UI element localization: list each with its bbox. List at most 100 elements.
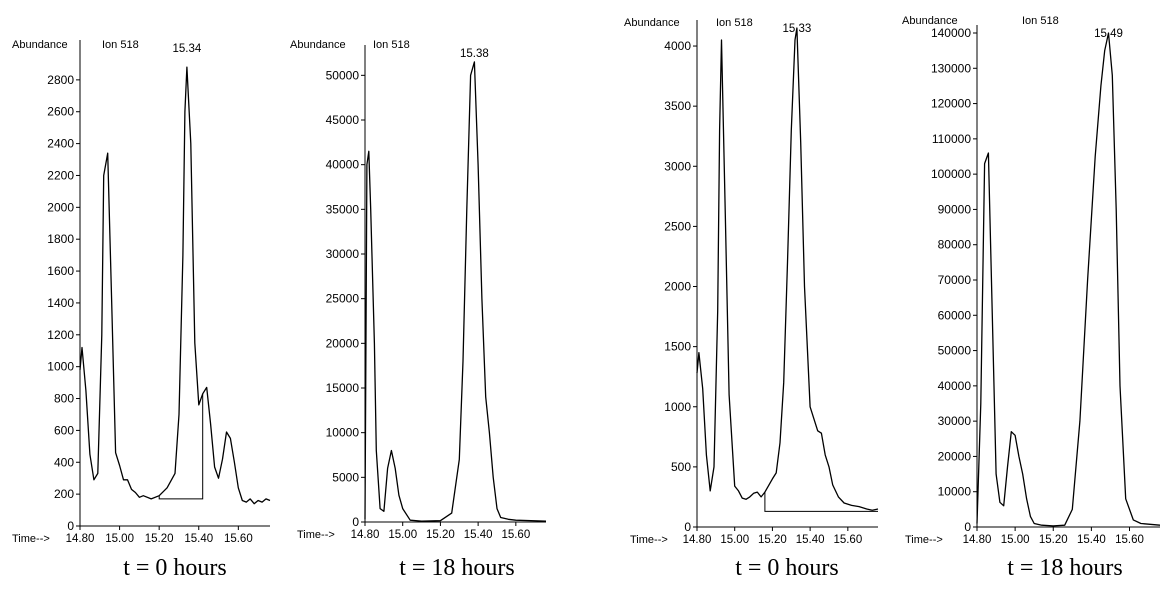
chart-panel-1: 0 200 400 600 800 1000 1200 1400 1600 1800 2000 220…: [12, 39, 271, 581]
y-tick-label: 10000: [326, 426, 360, 440]
y-tick-label: 30000: [326, 247, 360, 261]
x-tick-label: 15.00: [720, 534, 749, 546]
y-tick-label: 20000: [938, 449, 972, 463]
integration-baseline: [764, 492, 878, 512]
x-tick-label: 14.80: [963, 534, 992, 546]
x-tick-label: 15.40: [1077, 534, 1106, 546]
y-tick-label: 2800: [47, 73, 74, 87]
x-tick-label: 14.80: [683, 534, 712, 546]
y-tick-label: 80000: [938, 238, 972, 252]
ion-label: Ion 518: [102, 39, 139, 51]
y-tick-label: 400: [54, 455, 74, 469]
y-tick-label: 90000: [938, 202, 972, 216]
y-tick-label: 35000: [326, 202, 360, 216]
y-tick-label: 200: [54, 487, 74, 501]
chromatogram-trace: [976, 32, 1160, 527]
y-tick-label: 0: [964, 520, 971, 534]
y-tick-label: 0: [684, 520, 691, 534]
x-tick-label: 15.40: [464, 529, 493, 541]
y-tick-label: 50000: [326, 68, 360, 82]
time-label: Time-->: [630, 534, 668, 546]
x-tick-label: 14.80: [66, 533, 95, 545]
chromatogram-trace: [79, 66, 271, 505]
x-tick-label: 15.60: [501, 529, 530, 541]
time-label: Time-->: [12, 533, 50, 545]
y-tick-label: 1600: [47, 264, 74, 278]
x-tick-label: 15.20: [426, 529, 455, 541]
chromatogram-trace: [696, 27, 879, 511]
y-tick-label: 800: [54, 392, 74, 406]
y-tick-label: 15000: [326, 381, 360, 395]
peak-retention-label: 15.33: [783, 23, 812, 35]
y-tick-label: 1000: [664, 400, 691, 414]
panel-caption: t = 18 hours: [1007, 555, 1123, 581]
y-tick-label: 20000: [326, 336, 360, 350]
x-tick-label: 15.00: [105, 533, 134, 545]
x-tick-label: 15.20: [1039, 534, 1068, 546]
ion-label: Ion 518: [373, 39, 410, 51]
y-tick-label: 1800: [47, 232, 74, 246]
y-tick-label: 2500: [664, 219, 691, 233]
chart-panel-3: 0 500 1000 1500 2000 2500 3000 3500 4000 14.80 15.…: [624, 17, 879, 581]
x-tick-label: 15.40: [184, 533, 213, 545]
ion-label: Ion 518: [716, 17, 753, 29]
panel-caption: t = 0 hours: [123, 555, 227, 581]
y-tick-label: 100000: [931, 167, 971, 181]
y-tick-label: 1400: [47, 296, 74, 310]
peak-retention-label: 15.38: [460, 48, 489, 60]
y-tick-label: 2400: [47, 137, 74, 151]
time-label: Time-->: [905, 534, 943, 546]
abundance-label: Abundance: [290, 39, 346, 51]
y-tick-label: 1200: [47, 328, 74, 342]
y-tick-label: 4000: [664, 39, 691, 53]
x-tick-label: 15.00: [1001, 534, 1030, 546]
time-label: Time-->: [297, 529, 335, 541]
y-tick-label: 0: [352, 515, 359, 529]
peak-retention-label: 15.49: [1094, 28, 1123, 40]
y-tick-label: 1000: [47, 360, 74, 374]
y-tick-label: 500: [671, 460, 691, 474]
x-tick-label: 14.80: [351, 529, 380, 541]
abundance-label: Abundance: [902, 15, 958, 27]
panel-caption: t = 18 hours: [399, 555, 515, 581]
y-tick-label: 1500: [664, 340, 691, 354]
y-tick-label: 130000: [931, 61, 971, 75]
y-tick-label: 25000: [326, 292, 360, 306]
y-tick-label: 140000: [931, 26, 971, 40]
y-tick-label: 5000: [332, 470, 359, 484]
x-tick-label: 15.20: [758, 534, 787, 546]
y-tick-label: 2600: [47, 105, 74, 119]
y-tick-label: 600: [54, 423, 74, 437]
peak-retention-label: 15.34: [172, 43, 201, 55]
y-tick-label: 10000: [938, 485, 972, 499]
y-tick-label: 60000: [938, 308, 972, 322]
x-tick-label: 15.60: [833, 534, 862, 546]
y-tick-label: 70000: [938, 273, 972, 287]
x-tick-label: 15.40: [796, 534, 825, 546]
x-tick-label: 15.60: [1115, 534, 1144, 546]
y-tick-label: 30000: [938, 414, 972, 428]
y-tick-label: 2200: [47, 168, 74, 182]
chromatogram-trace: [364, 61, 547, 522]
y-tick-label: 3500: [664, 99, 691, 113]
y-tick-label: 2000: [664, 280, 691, 294]
y-tick-label: 110000: [932, 132, 971, 146]
x-tick-label: 15.00: [388, 529, 417, 541]
ion-label: Ion 518: [1022, 15, 1059, 27]
integration-baseline: [158, 393, 204, 500]
y-tick-label: 40000: [326, 158, 360, 172]
abundance-label: Abundance: [624, 17, 680, 29]
chart-panel-2: 0 5000 10000 15000 20000 25000 30000 35000 40000…: [290, 39, 547, 581]
x-tick-label: 15.20: [145, 533, 174, 545]
y-tick-label: 2000: [47, 200, 74, 214]
abundance-label: Abundance: [12, 39, 68, 51]
chart-panel-4: 0 10000 20000 30000 40000 50000 60000 70000 8000…: [902, 15, 1160, 581]
y-tick-label: 40000: [938, 379, 972, 393]
y-tick-label: 45000: [326, 113, 360, 127]
panel-caption: t = 0 hours: [735, 555, 839, 581]
y-tick-label: 50000: [938, 344, 972, 358]
y-tick-label: 3000: [664, 159, 691, 173]
x-tick-label: 15.60: [224, 533, 253, 545]
y-tick-label: 0: [67, 519, 74, 533]
